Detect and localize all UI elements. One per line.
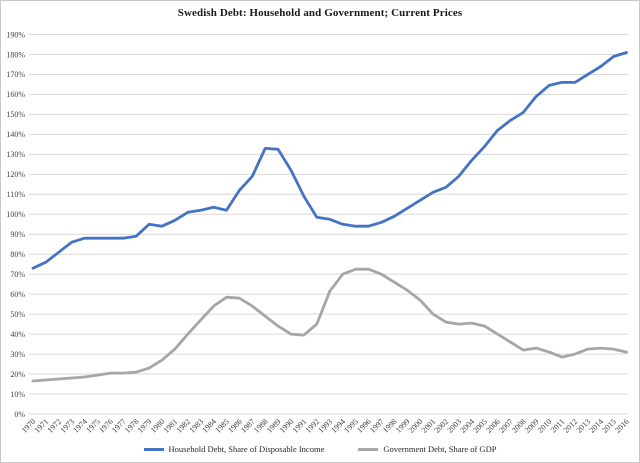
y-axis-label: 0%	[14, 410, 25, 419]
y-axis-label: 90%	[10, 230, 25, 239]
y-axis-label: 100%	[6, 210, 25, 219]
y-axis-label: 140%	[6, 130, 25, 139]
government-line-swatch	[358, 447, 379, 451]
y-axis-label: 50%	[10, 310, 25, 319]
chart-legend: Household Debt, Share of Disposable Inco…	[1, 444, 639, 454]
legend-item-household: Household Debt, Share of Disposable Inco…	[143, 444, 325, 454]
y-axis-label: 190%	[6, 30, 25, 39]
y-axis-label: 70%	[10, 270, 25, 279]
household-line-swatch	[143, 447, 164, 451]
chart-title: Swedish Debt: Household and Government; …	[177, 7, 463, 19]
y-axis-label: 120%	[6, 170, 25, 179]
y-axis-label: 20%	[10, 370, 25, 379]
y-axis-label: 130%	[6, 150, 25, 159]
y-axis-label: 30%	[10, 350, 25, 359]
legend-label-household: Household Debt, Share of Disposable Inco…	[168, 444, 325, 454]
y-axis-label: 150%	[6, 110, 25, 119]
legend-label-government: Government Debt, Share of GDP	[383, 444, 497, 454]
y-axis-label: 10%	[10, 390, 25, 399]
household-debt-line	[31, 51, 628, 270]
y-axis-label: 40%	[10, 330, 25, 339]
y-axis-label: 170%	[6, 70, 25, 79]
y-axis-label: 180%	[6, 50, 25, 59]
y-axis-label: 160%	[6, 90, 25, 99]
x-axis-label: 2016	[613, 417, 631, 435]
debt-line-chart: 0% 10% 20% 30% 40% 50% 60% 70% 80% 90% 100% 110% 120…	[6, 30, 631, 435]
y-axis-label: 80%	[10, 250, 25, 259]
y-axis-label: 60%	[10, 290, 25, 299]
y-axis-label: 110%	[7, 190, 26, 199]
government-debt-line	[31, 267, 628, 383]
legend-item-government: Government Debt, Share of GDP	[358, 444, 496, 454]
